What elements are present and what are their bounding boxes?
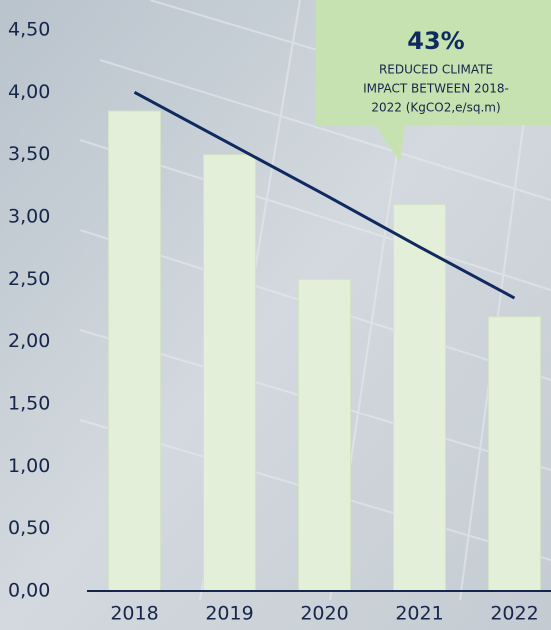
trend-line xyxy=(133,91,516,300)
callout-box xyxy=(316,0,551,162)
callout-line: IMPACT BETWEEN 2018- xyxy=(363,82,509,96)
x-tick-label: 2020 xyxy=(300,603,348,625)
y-tick-label: 4,50 xyxy=(8,19,50,41)
bar xyxy=(203,154,256,592)
y-tick-label: 4,00 xyxy=(8,81,50,103)
y-tick-label: 1,00 xyxy=(8,455,50,477)
y-tick-label: 3,50 xyxy=(8,143,50,165)
x-tick-label: 2022 xyxy=(490,603,538,625)
x-tick-label: 2021 xyxy=(395,603,443,625)
callout-line: REDUCED CLIMATE xyxy=(379,63,493,77)
y-tick-label: 2,00 xyxy=(8,330,50,352)
y-tick-label: 0,50 xyxy=(8,517,50,539)
y-tick-label: 0,00 xyxy=(8,580,50,602)
y-tick-label: 3,00 xyxy=(8,206,50,228)
bar xyxy=(393,204,446,592)
bar xyxy=(488,316,541,592)
x-tick-label: 2019 xyxy=(205,603,253,625)
callout-line: 2022 (KgCO2,e/sq.m) xyxy=(371,101,500,115)
y-tick-label: 1,50 xyxy=(8,393,50,415)
bar xyxy=(298,278,351,592)
y-tick-label: 2,50 xyxy=(8,268,50,290)
callout-headline: 43% xyxy=(407,27,464,55)
bar xyxy=(108,110,161,592)
x-tick-label: 2018 xyxy=(110,603,158,625)
